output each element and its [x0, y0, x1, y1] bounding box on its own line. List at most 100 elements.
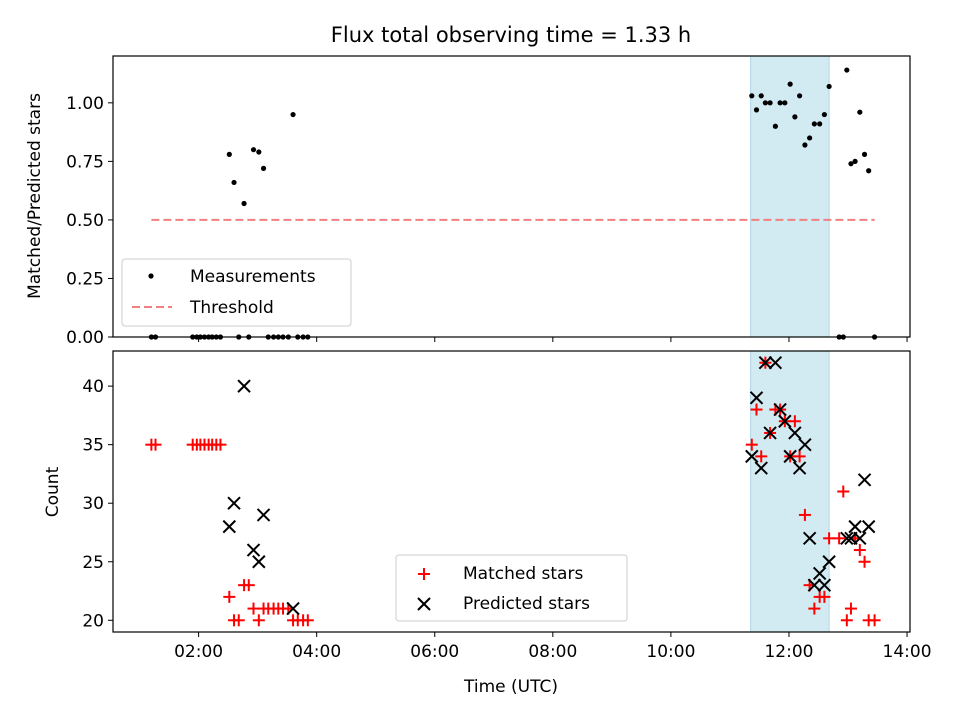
bottom-panel: 20 25 30 35 40 02:00 04:00 06:00 08:00 10:00 12:0…: [43, 350, 932, 697]
top-panel: 0.00 0.25 0.50 0.75 1.00 Matched/Predicted s…: [25, 55, 911, 348]
predicted-star-point: [237, 379, 251, 393]
x-tick-label: 08:00: [528, 642, 577, 662]
y-tick-label: 0.75: [66, 152, 104, 172]
matched-star-point: [823, 532, 836, 545]
top-x-ticks: [198, 337, 908, 342]
predicted-star-point: [802, 531, 817, 546]
predicted-star-point: [807, 578, 822, 592]
predicted-star-point: [778, 414, 792, 428]
predicted-star-point: [749, 391, 764, 405]
measurement-point: [260, 165, 267, 171]
matched-star-point: [798, 508, 811, 521]
x-tick-label: 10:00: [646, 642, 695, 662]
chart-title: Flux total observing time = 1.33 h: [331, 23, 691, 47]
bottom-y-ticks: 20 25 30 35 40: [82, 377, 113, 631]
matched-star-point: [301, 614, 314, 627]
measurement-point: [749, 93, 755, 99]
matched-star-point: [808, 602, 821, 615]
predicted-star-point: [817, 578, 832, 592]
matched-star-point: [818, 590, 831, 603]
x-axis-label: Time (UTC): [463, 677, 558, 697]
x-tick-label: 14:00: [883, 642, 932, 662]
predicted-star-point: [857, 473, 872, 487]
legend-predicted-marker: [417, 597, 431, 611]
matched-star-point: [844, 602, 857, 615]
measurement-point: [797, 93, 803, 99]
predicted-star-point: [763, 426, 777, 440]
predicted-star-point: [848, 519, 862, 534]
measurement-point: [290, 111, 296, 118]
measurement-point: [807, 135, 813, 141]
measurement-point: [241, 200, 247, 207]
matched-star-point: [858, 555, 871, 568]
measurement-point: [777, 100, 783, 106]
measurement-point: [811, 121, 817, 127]
matched-star-point: [793, 450, 806, 463]
matched-star-point: [868, 614, 881, 627]
x-tick-label: 06:00: [410, 642, 459, 662]
top-y-axis-label: Matched/Predicted stars: [25, 93, 45, 299]
measurement-point: [767, 100, 773, 106]
y-tick-label: 0.25: [66, 269, 104, 289]
measurement-point: [231, 179, 237, 186]
measurement-point: [826, 83, 832, 90]
measurement-point: [762, 100, 768, 106]
predicted-star-point: [853, 531, 867, 546]
measurement-point: [817, 121, 823, 127]
y-tick-label: 40: [82, 377, 104, 397]
y-tick-label: 0.50: [66, 211, 104, 231]
matched-star-point: [223, 590, 236, 603]
matched-star-point: [755, 450, 768, 463]
matched-star-point: [745, 438, 758, 451]
predicted-star-point: [861, 519, 876, 534]
predicted-star-point: [745, 449, 759, 464]
matched-star-point: [788, 415, 801, 428]
matched-star-point: [853, 544, 866, 557]
top-y-ticks: 0.00 0.25 0.50 0.75 1.00: [66, 94, 113, 348]
measurement-point: [821, 111, 827, 118]
bottom-x-ticks: 02:00 04:00 06:00 08:00 10:00 12:00 14:00: [174, 632, 932, 662]
top-highlight-band: [750, 55, 830, 338]
measurement-point: [857, 109, 863, 115]
matched-star-point: [750, 403, 763, 416]
predicted-stars-points: [222, 356, 876, 616]
predicted-star-point: [798, 437, 812, 452]
matched-star-point: [833, 532, 846, 545]
matched-stars-points: [145, 356, 881, 627]
x-tick-label: 02:00: [174, 642, 223, 662]
predicted-star-point: [222, 519, 237, 534]
y-tick-label: 20: [82, 611, 104, 631]
y-tick-label: 30: [82, 494, 104, 514]
matched-star-point: [837, 485, 850, 498]
top-legend-box: [121, 258, 352, 327]
predicted-star-point: [768, 356, 783, 370]
predicted-star-point: [840, 531, 854, 546]
matched-star-point: [242, 579, 255, 592]
predicted-star-point: [246, 543, 261, 557]
top-axes-frame: [112, 55, 911, 338]
bottom-legend-box: [395, 554, 628, 622]
legend-matched-marker: [418, 568, 430, 580]
measurement-point: [848, 161, 854, 167]
predicted-star-point: [286, 601, 300, 616]
bottom-axes-frame: [112, 350, 911, 633]
matched-star-point: [214, 438, 227, 451]
measurement-point: [792, 114, 798, 120]
x-tick-label: 04:00: [292, 642, 341, 662]
top-legend: Measurements Threshold: [121, 258, 352, 327]
measurement-point: [753, 107, 760, 113]
y-tick-label: 25: [82, 553, 104, 573]
y-tick-label: 35: [82, 436, 104, 456]
matched-star-point: [252, 614, 265, 627]
measurement-point: [787, 81, 793, 87]
bottom-legend: Matched stars Predicted stars: [395, 554, 628, 622]
predicted-star-point: [792, 461, 807, 475]
predicted-star-point: [788, 426, 802, 440]
legend-measurements-label: Measurements: [190, 267, 316, 287]
legend-measurement-marker: [148, 273, 154, 279]
legend-matched-label: Matched stars: [463, 564, 583, 584]
matched-star-point: [840, 614, 853, 627]
predicted-star-point: [822, 555, 836, 569]
measurement-point: [772, 123, 778, 129]
